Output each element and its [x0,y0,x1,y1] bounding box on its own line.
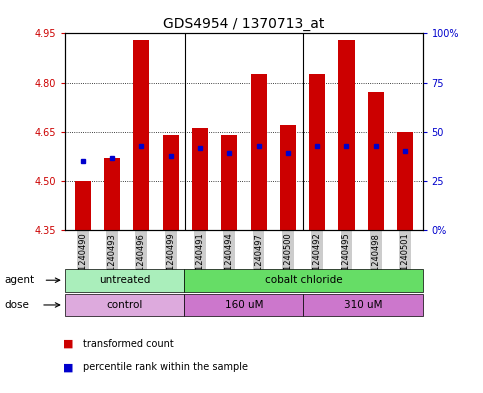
Bar [221,135,237,230]
Bar [368,92,384,230]
Bar [339,40,355,230]
Text: dose: dose [5,300,30,310]
Text: cobalt chloride: cobalt chloride [265,275,342,285]
Bar [75,181,91,230]
Title: GDS4954 / 1370713_at: GDS4954 / 1370713_at [163,17,325,31]
Text: ■: ■ [63,339,73,349]
Bar [251,74,267,230]
Bar [397,132,413,230]
Text: 310 uM: 310 uM [344,300,383,310]
Bar [192,129,208,230]
Bar [133,40,149,230]
Text: untreated: untreated [99,275,151,285]
Text: transformed count: transformed count [83,339,174,349]
Text: agent: agent [5,275,35,285]
Text: ■: ■ [63,362,73,373]
Text: control: control [107,300,143,310]
Bar [280,125,296,230]
Bar [309,74,325,230]
Text: 160 uM: 160 uM [225,300,263,310]
Bar [104,158,120,230]
Text: percentile rank within the sample: percentile rank within the sample [83,362,248,373]
Bar [163,135,179,230]
